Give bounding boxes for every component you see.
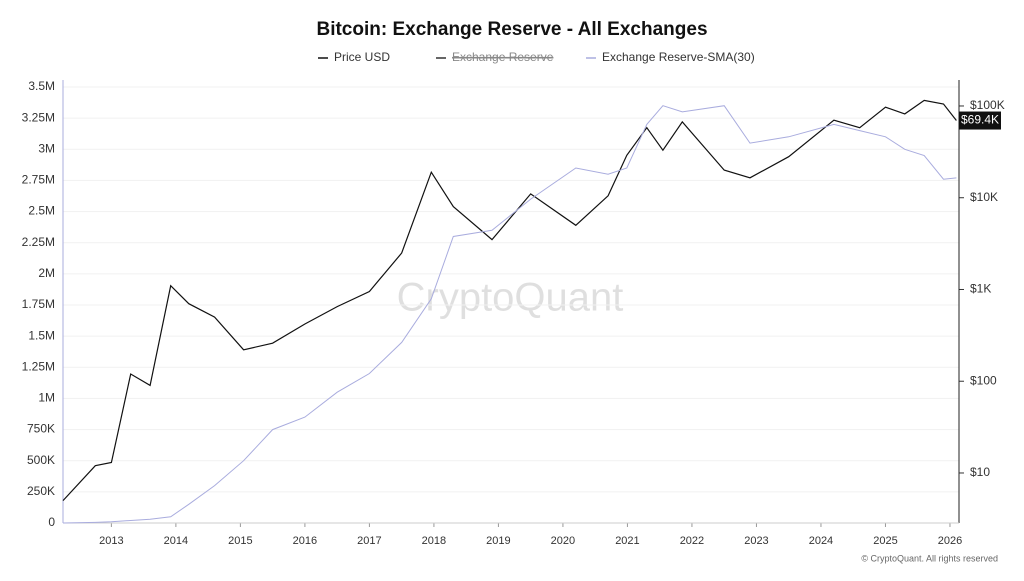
y2-tick-label: $10 <box>970 465 990 479</box>
legend-label: Exchange Reserve <box>452 50 554 64</box>
y-tick-label: 3.5M <box>28 79 55 93</box>
last-value-box <box>959 111 1001 130</box>
legend-label: Price USD <box>334 50 390 64</box>
y2-tick-label: $10K <box>970 190 998 204</box>
chart-title: Bitcoin: Exchange Reserve - All Exchange… <box>316 19 707 40</box>
y2-tick-label: $100 <box>970 373 997 387</box>
y-tick-label: 250K <box>27 484 55 498</box>
x-tick-label: 2017 <box>357 535 381 547</box>
x-tick-label: 2025 <box>873 535 897 547</box>
x-tick-label: 2021 <box>615 535 639 547</box>
x-tick-label: 2020 <box>551 535 575 547</box>
watermark: CryptoQuant <box>397 276 624 320</box>
y-tick-label: 1.5M <box>28 328 55 342</box>
y-tick-label: 3.25M <box>22 110 55 124</box>
y-tick-label: 750K <box>27 422 55 436</box>
last-value-label: $69.4K <box>961 113 999 127</box>
series-line <box>62 99 957 502</box>
x-tick-label: 2024 <box>809 535 833 547</box>
y-tick-label: 2.5M <box>28 204 55 218</box>
y-tick-label: 2.25M <box>22 235 55 249</box>
x-tick-label: 2015 <box>228 535 252 547</box>
x-tick-label: 2013 <box>99 535 123 547</box>
legend-label: Exchange Reserve-SMA(30) <box>602 50 755 64</box>
footer: © CryptoQuant. All rights reserved <box>861 553 998 563</box>
y2-tick-label: $100K <box>970 98 1005 112</box>
y-tick-label: 2.75M <box>22 173 55 187</box>
y-tick-label: 2M <box>38 266 55 280</box>
y-tick-label: 0 <box>48 515 55 529</box>
x-tick-label: 2026 <box>938 535 962 547</box>
x-tick-label: 2019 <box>486 535 510 547</box>
series-line <box>62 105 957 524</box>
x-tick-label: 2016 <box>293 535 317 547</box>
x-tick-label: 2018 <box>422 535 446 547</box>
x-tick-label: 2023 <box>744 535 768 547</box>
y-tick-label: 3M <box>38 141 55 155</box>
y-tick-label: 1M <box>38 391 55 405</box>
y-tick-label: 1.75M <box>22 297 55 311</box>
y-tick-label: 1.25M <box>22 359 55 373</box>
y-tick-label: 500K <box>27 453 55 467</box>
y2-tick-label: $1K <box>970 282 991 296</box>
x-tick-label: 2014 <box>164 535 188 547</box>
x-tick-label: 2022 <box>680 535 704 547</box>
